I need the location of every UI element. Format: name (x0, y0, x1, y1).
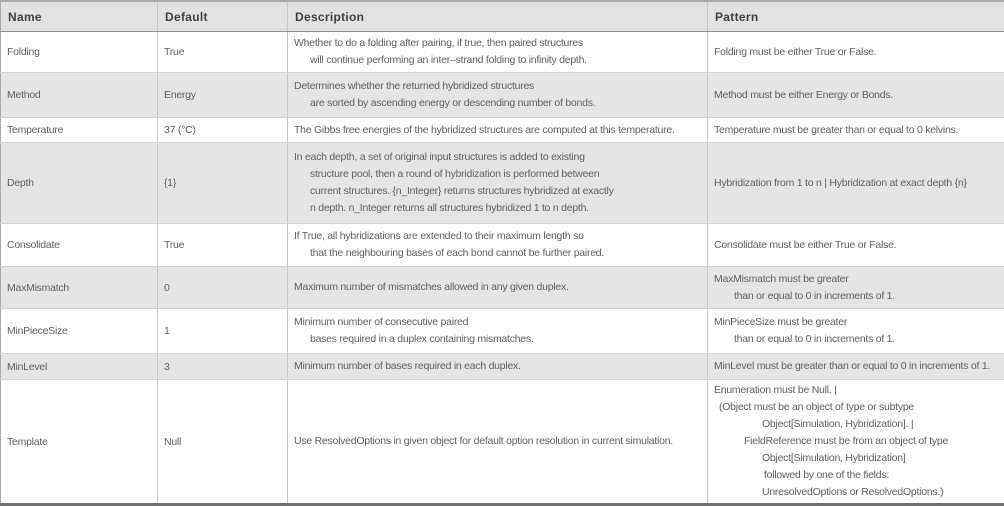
table-row-folding: Folding True Whether to do a folding aft… (0, 31, 1004, 73)
text-line: Minimum number of bases required in each… (294, 360, 521, 372)
text-line: (Object must be an object of type or sub… (719, 401, 915, 413)
option-name-cell: MinLevel (0, 353, 158, 380)
option-default-cell: 0 (157, 266, 288, 309)
table-row-consolidate: Consolidate True If True, all hybridizat… (0, 223, 1004, 267)
text-line: will continue performing an inter–strand… (310, 54, 587, 66)
option-default-cell: Null (157, 379, 288, 505)
text-line: current structures. {n_Integer} returns … (310, 185, 614, 197)
option-description-cell: Minimum number of bases required in each… (287, 353, 708, 380)
table-row-maxmismatch: MaxMismatch 0 Maximum number of mismatch… (0, 266, 1004, 309)
text-line: Whether to do a folding after pairing, i… (294, 37, 583, 49)
text-line: than or equal to 0 in increments of 1. (734, 289, 895, 302)
option-description-cell: Whether to do a folding after pairing, i… (287, 31, 708, 73)
text-line: If True, all hybridizations are extended… (294, 230, 584, 242)
option-pattern-cell: Temperature must be greater than or equa… (707, 117, 1004, 143)
option-description-cell: Maximum number of mismatches allowed in … (287, 266, 708, 309)
option-description-cell: The Gibbs free energies of the hybridize… (287, 117, 708, 143)
option-default-cell: Energy (157, 72, 288, 118)
table-row-minlevel: MinLevel 3 Minimum number of bases requi… (0, 353, 1004, 380)
option-name-cell: Method (0, 72, 158, 118)
text-line: followed by one of the fields: (764, 469, 890, 481)
header-row: Name Default Description Pattern (0, 1, 1004, 32)
option-description-cell: Determines whether the returned hybridiz… (287, 72, 708, 118)
option-name-cell: MaxMismatch (0, 266, 158, 309)
option-pattern-cell: MinLevel must be greater than or equal t… (707, 353, 1004, 380)
text-line: Method must be either Energy or Bonds. (714, 88, 894, 101)
option-pattern-cell: MinPieceSize must be greater than or equa… (707, 308, 1004, 354)
text-line: MinPieceSize must be greater (714, 316, 848, 328)
text-line: n depth. n_Integer returns all structure… (310, 202, 589, 214)
text-line: Object[Simulation, Hybridization]. | (762, 418, 914, 430)
text-line: Folding must be either True or False. (714, 45, 877, 58)
text-line: Temperature must be greater than or equa… (714, 123, 959, 136)
option-pattern-cell: Folding must be either True or False. (707, 31, 1004, 73)
option-description-cell: Minimum number of consecutive paired base… (287, 308, 708, 354)
option-description-cell: Use ResolvedOptions in given object for … (287, 379, 708, 505)
text-line: are sorted by ascending energy or descen… (310, 97, 596, 109)
table-row-method: Method Energy Determines whether the ret… (0, 72, 1004, 118)
table-row-depth: Depth {1} In each depth, a set of origin… (0, 142, 1004, 224)
column-header-description: Description (287, 1, 708, 32)
option-pattern-cell: MaxMismatch must be greater than or equal… (707, 266, 1004, 309)
text-line: The Gibbs free energies of the hybridize… (294, 123, 675, 136)
option-name-cell: Depth (0, 142, 158, 224)
option-pattern-cell: Method must be either Energy or Bonds. (707, 72, 1004, 118)
text-line: bases required in a duplex containing mi… (310, 333, 534, 345)
option-description-cell: If True, all hybridizations are extended… (287, 223, 708, 267)
option-name-cell: Folding (0, 31, 158, 73)
option-name-cell: Consolidate (0, 223, 158, 267)
text-line: that the neighbouring bases of each bond… (310, 247, 605, 259)
text-line: MaxMismatch must be greater (714, 272, 849, 285)
option-default-cell: 37 (°C) (157, 117, 288, 143)
option-description-cell: In each depth, a set of original input s… (287, 142, 708, 224)
option-default-cell: True (157, 31, 288, 73)
option-pattern-cell: Hybridization from 1 to n | Hybridizatio… (707, 142, 1004, 224)
option-pattern-cell: Enumeration must be Null. | (Object must … (707, 379, 1004, 505)
text-line: Object[Simulation, Hybridization] (762, 452, 906, 464)
column-header-name: Name (0, 1, 158, 32)
option-default-cell: 3 (157, 353, 288, 380)
option-name-cell: Temperature (0, 117, 158, 143)
table-row-minpiecesize: MinPieceSize 1 Minimum number of consecu… (0, 308, 1004, 354)
option-name-cell: Template (0, 379, 158, 505)
column-header-default: Default (157, 1, 288, 32)
text-line: Use ResolvedOptions in given object for … (294, 435, 673, 447)
text-line: Determines whether the returned hybridiz… (294, 80, 535, 92)
text-line: Hybridization from 1 to n | Hybridizatio… (714, 176, 967, 189)
option-name-cell: MinPieceSize (0, 308, 158, 354)
column-header-pattern: Pattern (707, 1, 1004, 32)
text-line: Maximum number of mismatches allowed in … (294, 281, 569, 293)
option-default-cell: 1 (157, 308, 288, 354)
text-line: structure pool, then a round of hybridiz… (310, 168, 600, 180)
text-line: Minimum number of consecutive paired (294, 316, 469, 328)
option-default-cell: {1} (157, 142, 288, 224)
text-line: Consolidate must be either True or False… (714, 238, 897, 251)
text-line: FieldReference must be from an object of… (744, 435, 949, 447)
text-line: UnresolvedOptions or ResolvedOptions.) (762, 486, 944, 498)
table-row-temperature: Temperature 37 (°C) The Gibbs free energ… (0, 117, 1004, 143)
text-line: than or equal to 0 in increments of 1. (734, 333, 895, 345)
option-pattern-cell: Consolidate must be either True or False… (707, 223, 1004, 267)
table-body: Folding True Whether to do a folding aft… (0, 31, 1004, 505)
text-line: Enumeration must be Null. | (714, 384, 837, 396)
text-line: MinLevel must be greater than or equal t… (714, 360, 991, 372)
table-header: Name Default Description Pattern (0, 1, 1004, 32)
table-row-template: Template Null Use ResolvedOptions in giv… (0, 379, 1004, 505)
text-line: In each depth, a set of original input s… (294, 151, 585, 163)
option-default-cell: True (157, 223, 288, 267)
